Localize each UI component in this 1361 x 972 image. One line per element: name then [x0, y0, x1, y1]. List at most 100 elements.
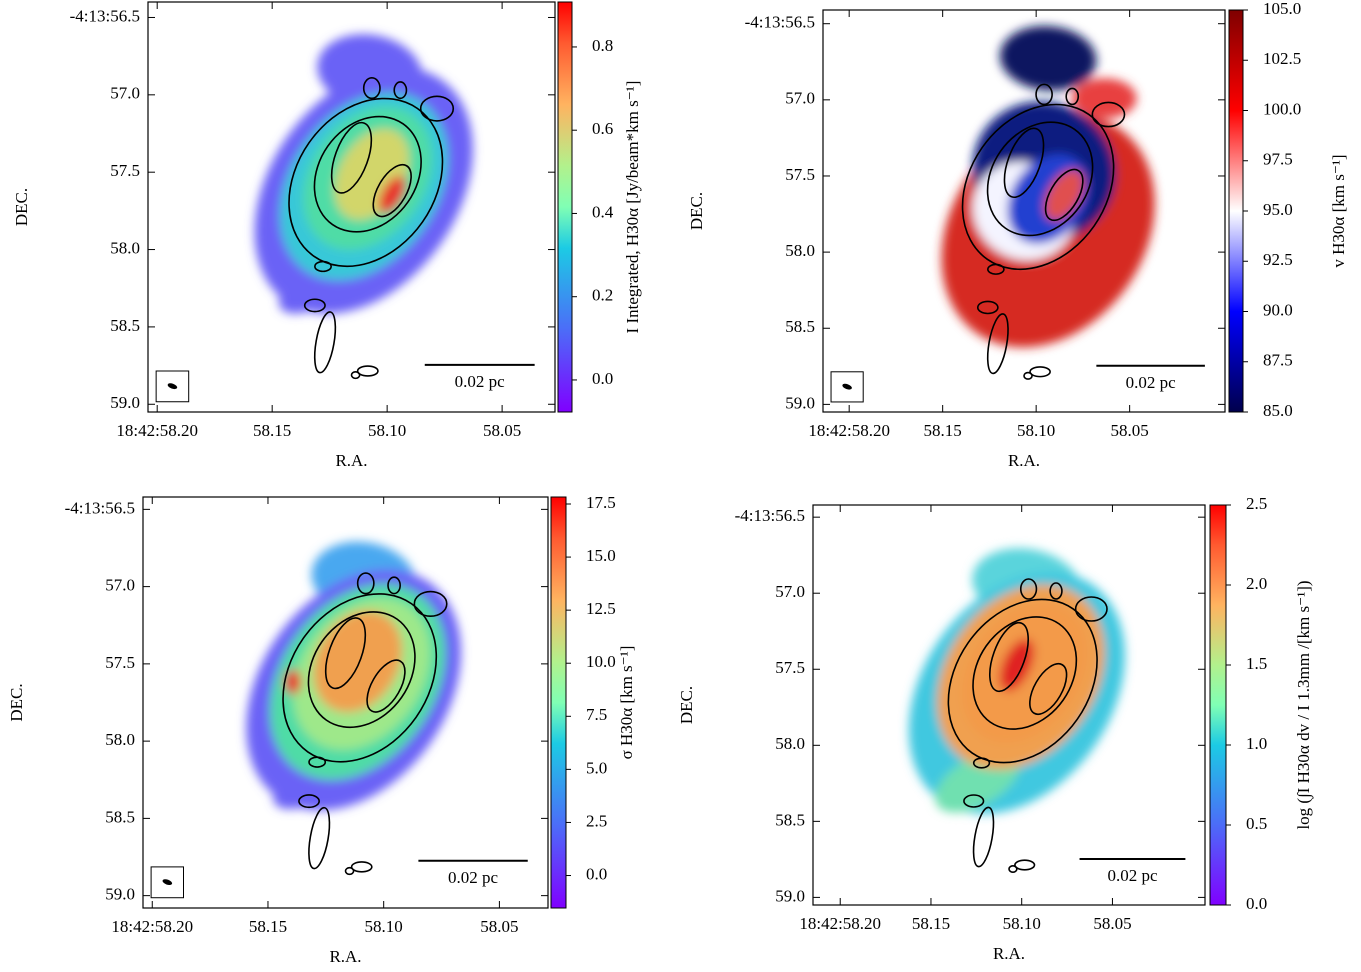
colorbar-tick-label: 10.0	[586, 652, 616, 671]
x-axis-label: R.A.	[993, 944, 1025, 963]
beam	[162, 879, 173, 886]
contour	[1074, 596, 1108, 622]
contour	[350, 861, 373, 873]
colorbar-tick-label: 5.0	[586, 758, 607, 777]
contour	[1065, 87, 1080, 106]
beam-box	[155, 370, 190, 403]
contour	[1029, 366, 1051, 378]
y-tick-label: 58.0	[775, 734, 805, 753]
y-tick-label: 58.5	[105, 807, 135, 826]
colorbar-tick-label: 92.5	[1263, 250, 1293, 269]
contour	[350, 371, 361, 380]
y-tick-label: 58.0	[105, 730, 135, 749]
map-region	[378, 176, 406, 214]
contour	[366, 659, 406, 713]
contour	[1044, 168, 1084, 222]
colorbar-tick-label: 15.0	[586, 546, 616, 565]
beam	[167, 383, 178, 390]
colorbar-tick-label: 0.4	[592, 202, 614, 221]
x-tick-label: 18:42:58.20	[116, 421, 198, 440]
map	[941, 25, 1155, 348]
contour	[308, 756, 327, 768]
map-region	[1072, 78, 1137, 119]
y-tick-label: 58.5	[785, 317, 815, 336]
contour	[330, 121, 373, 194]
map	[246, 541, 461, 811]
x-axis-label: R.A.	[1008, 451, 1040, 470]
colorbar-label: v H30α [km s⁻¹]	[1329, 154, 1348, 267]
x-tick-label: 18:42:58.20	[799, 914, 881, 933]
panel: 18:42:58.20 58.15 58.10 58.05 -4:13:56.5 57.0…	[7, 493, 636, 966]
contour	[1049, 582, 1063, 600]
colorbar	[557, 1, 573, 413]
map-region	[999, 638, 1035, 692]
colorbar-tick-label: 85.0	[1263, 401, 1293, 420]
contour	[963, 794, 985, 808]
y-tick-label: -4:13:56.5	[65, 498, 135, 517]
contour	[362, 77, 381, 100]
colorbar-tick-label: 0.0	[1246, 894, 1267, 913]
contour	[972, 616, 1078, 730]
colorbar-tick-label: 0.0	[592, 369, 613, 388]
contour	[987, 263, 1005, 275]
y-tick-label: 57.0	[110, 84, 140, 103]
y-axis-label: DEC.	[12, 188, 31, 226]
x-tick-label: 58.05	[1111, 421, 1149, 440]
scale-bar-label: 0.02 pc	[1126, 373, 1177, 392]
map-region	[284, 669, 301, 695]
colorbar	[550, 496, 567, 909]
x-tick-label: 58.10	[365, 917, 403, 936]
x-tick-label: 58.05	[480, 917, 518, 936]
colorbar-tick-label: 95.0	[1263, 200, 1293, 219]
contour	[986, 313, 1009, 375]
panel: 18:42:58.20 58.15 58.10 58.05 -4:13:56.5 57.0…	[687, 0, 1348, 470]
map	[908, 548, 1125, 814]
y-tick-label: 57.0	[105, 576, 135, 595]
colorbar-label: σ H30α [km s⁻¹]	[617, 646, 636, 760]
scale-bar-label: 0.02 pc	[1107, 866, 1158, 885]
y-tick-label: -4:13:56.5	[70, 6, 140, 25]
colorbar-tick-label: 0.8	[592, 36, 613, 55]
y-tick-label: 59.0	[110, 393, 140, 412]
contour	[1014, 859, 1036, 871]
colorbar-tick-label: 2.0	[1246, 574, 1267, 593]
contour	[393, 81, 408, 100]
x-tick-label: 58.10	[1003, 914, 1041, 933]
axes-frame	[812, 504, 1206, 906]
contour	[308, 806, 331, 870]
y-tick-label: 57.0	[785, 89, 815, 108]
contour	[313, 115, 422, 233]
y-tick-label: 58.0	[110, 238, 140, 257]
x-tick-label: 58.05	[483, 421, 521, 440]
axes-frame	[822, 9, 1226, 413]
colorbar-tick-label: 100.0	[1263, 99, 1301, 118]
map-region	[999, 25, 1097, 91]
panel: 18:42:58.20 58.15 58.10 58.05 -4:13:56.5 57.0…	[12, 1, 642, 470]
contour	[356, 572, 375, 595]
contour	[972, 806, 995, 868]
colorbar	[1209, 504, 1227, 906]
colorbar-tick-label: 1.5	[1246, 654, 1267, 673]
y-axis-label: DEC.	[677, 686, 696, 724]
colorbar-label: I Integrated, H30α [Jy/beam*km s⁻¹]	[623, 81, 642, 334]
contour	[961, 103, 1115, 271]
colorbar-tick-label: 0.5	[1246, 814, 1267, 833]
contour	[976, 300, 999, 315]
x-axis-label: R.A.	[329, 947, 361, 966]
scale-bar-label: 0.02 pc	[455, 372, 506, 391]
contour	[419, 95, 455, 122]
x-tick-label: 58.15	[249, 917, 287, 936]
contour	[344, 866, 355, 876]
contour	[1019, 578, 1038, 600]
contour	[1091, 101, 1126, 128]
y-tick-label: 57.5	[785, 165, 815, 184]
colorbar-tick-label: 12.5	[586, 599, 616, 618]
colorbar-tick-label: 0.2	[592, 286, 613, 305]
contour	[324, 617, 367, 690]
contour	[1003, 127, 1045, 199]
colorbar	[1228, 9, 1244, 413]
colorbar-tick-label: 2.5	[1246, 494, 1267, 513]
contour	[1023, 371, 1033, 380]
contour	[986, 121, 1094, 237]
